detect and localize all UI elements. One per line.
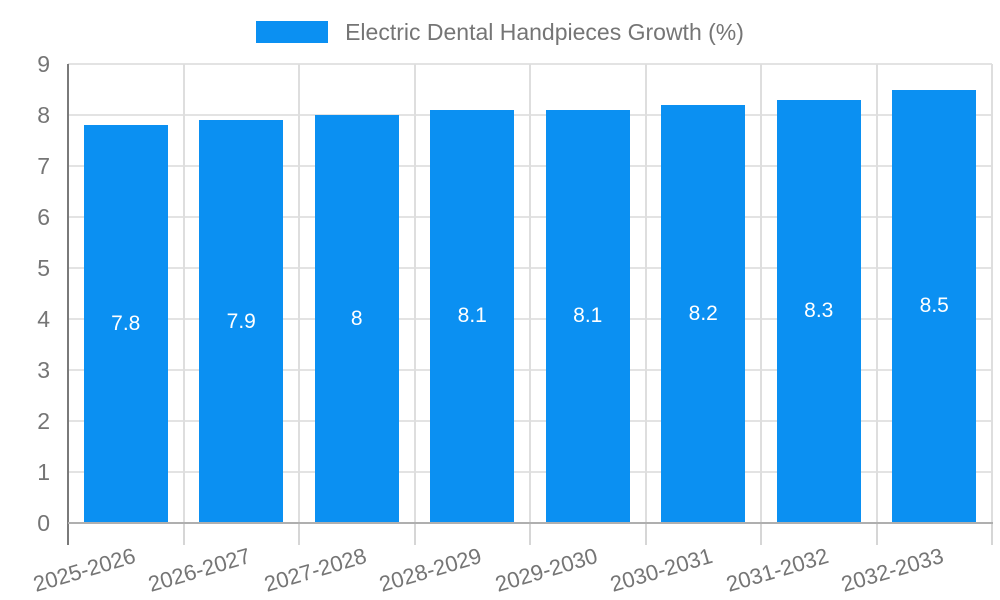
bar-value-label: 8.2 [688, 301, 718, 325]
bar[interactable]: 8.1 [545, 109, 630, 523]
x-axis-tick-mark [875, 523, 878, 545]
x-axis-tick-label: 2030-2031 [607, 543, 716, 597]
bar-value-label: 8.5 [919, 294, 949, 318]
y-axis-tick-label: 5 [37, 255, 50, 281]
bar[interactable]: 8.2 [661, 104, 746, 523]
y-axis-line [67, 64, 69, 545]
bar[interactable]: 8.3 [776, 99, 861, 523]
x-grid-line [991, 64, 993, 523]
x-axis-tick-mark [760, 523, 762, 545]
x-axis-tick-mark [298, 523, 300, 545]
y-axis-tick-label: 6 [37, 204, 50, 230]
x-axis-tick-mark [644, 523, 647, 545]
x-axis-tick-mark [182, 523, 185, 545]
x-axis-tick-mark [529, 523, 531, 545]
x-grid-line [875, 64, 878, 523]
x-axis-tick-label: 2025-2026 [29, 543, 138, 597]
bar[interactable]: 7.8 [83, 125, 168, 523]
y-axis-tick-label: 0 [37, 510, 50, 536]
bar-value-label: 8 [350, 307, 363, 330]
y-axis-tick-label: 1 [37, 459, 50, 485]
bar[interactable]: 7.9 [199, 120, 284, 523]
x-grid-line [529, 64, 531, 523]
legend-swatch [256, 21, 329, 43]
x-grid-line [644, 64, 647, 523]
x-grid-line [182, 64, 185, 523]
legend-label: Electric Dental Handpieces Growth (%) [345, 18, 744, 45]
x-grid-line [760, 64, 762, 523]
x-axis-tick-label: 2031-2032 [722, 543, 831, 597]
x-axis-tick-label: 2028-2029 [376, 543, 485, 597]
x-axis-tick-label: 2026-2027 [145, 543, 254, 597]
x-grid-line [298, 64, 300, 523]
bar-value-label: 8.1 [573, 304, 603, 328]
y-axis-tick-label: 9 [37, 51, 50, 77]
x-axis-tick-mark [413, 523, 416, 545]
y-axis-tick-label: 2 [37, 408, 50, 434]
bar-value-label: 7.9 [226, 309, 256, 333]
x-axis-baseline [68, 522, 993, 524]
y-axis-tick-label: 3 [37, 357, 50, 383]
bar[interactable]: 8 [314, 115, 399, 523]
bar[interactable]: 8.1 [430, 109, 515, 523]
y-axis-tick-label: 7 [37, 153, 50, 179]
bar[interactable]: 8.5 [892, 89, 977, 523]
y-axis-tick-label: 4 [37, 306, 50, 332]
x-axis-tick-label: 2029-2030 [491, 543, 600, 597]
x-axis-tick-label: 2027-2028 [260, 543, 369, 597]
x-axis-tick-label: 2032-2033 [838, 543, 947, 597]
bar-value-label: 7.8 [111, 312, 141, 336]
x-axis-tick-mark [991, 523, 993, 545]
bar-value-label: 8.3 [804, 299, 834, 323]
chart-legend: Electric Dental Handpieces Growth (%) [0, 18, 1000, 46]
x-grid-line [413, 64, 416, 523]
bar-value-label: 8.1 [457, 304, 487, 328]
y-axis-tick-label: 8 [37, 102, 50, 128]
